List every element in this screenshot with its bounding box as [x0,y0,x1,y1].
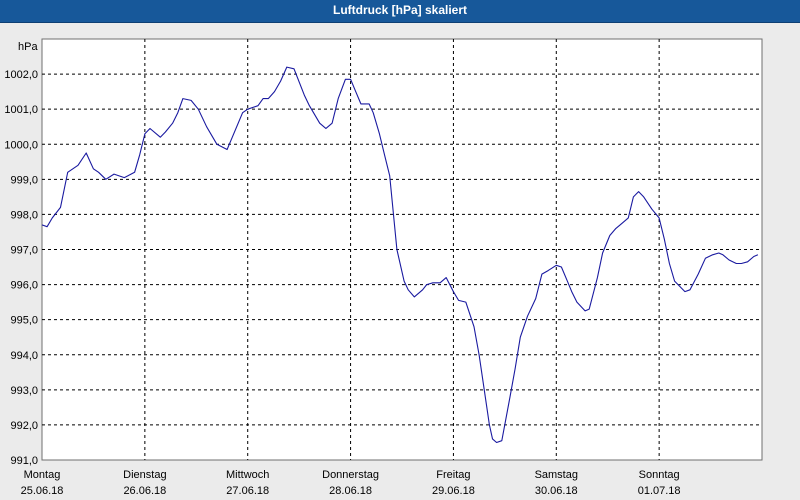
y-tick-labels: 991,0 992,0 993,0 994,0 995,0 996,0 997,0 998,0… [4,69,38,467]
y-tick-label: 998,0 [10,209,38,221]
x-tick-day-label: Sonntag [639,469,680,481]
x-tick-day-label: Montag [24,469,61,481]
window-title: Luftdruck [hPa] skaliert [332,3,468,17]
title-bar: Luftdruck [hPa] skaliert [0,0,800,23]
x-tick-day-label: Freitag [436,469,470,481]
y-tick-label: 1002,0 [4,69,38,81]
pressure-chart: hPa 991,0992,0993,0994,0995,0996,0997,09… [4,38,763,497]
y-tick-label: 997,0 [10,245,38,257]
y-tick-label: 999,0 [10,174,38,186]
x-tick-labels: Montag 25.06.18 Dienstag 26.06.18 Mittwoch 27… [21,469,681,497]
y-tick-label: 995,0 [10,315,38,327]
y-tick-label: 993,0 [10,385,38,397]
x-tick-date-label: 30.06.18 [535,485,578,497]
grid-lines [42,39,762,460]
y-tick-label: 996,0 [10,280,38,292]
y-tick-label: 991,0 [10,455,38,467]
pressure-series-line [41,66,759,444]
x-tick-date-label: 26.06.18 [123,485,166,497]
x-tick-date-label: 27.06.18 [226,485,269,497]
series-layer [41,66,759,444]
x-tick-date-label: 28.06.18 [329,485,372,497]
x-tick-day-label: Donnerstag [322,469,379,481]
y-axis-unit-label: hPa [18,41,38,53]
x-tick-date-label: 25.06.18 [21,485,64,497]
y-tick-label: 994,0 [10,350,38,362]
x-tick-day-label: Samstag [535,469,578,481]
x-tick-day-label: Dienstag [123,469,166,481]
x-tick-day-label: Mittwoch [226,469,269,481]
x-tick-date-label: 01.07.18 [638,485,681,497]
y-tick-label: 1000,0 [4,139,38,151]
y-tick-label: 1001,0 [4,104,38,116]
y-tick-label: 992,0 [10,420,38,432]
x-tick-date-label: 29.06.18 [432,485,475,497]
